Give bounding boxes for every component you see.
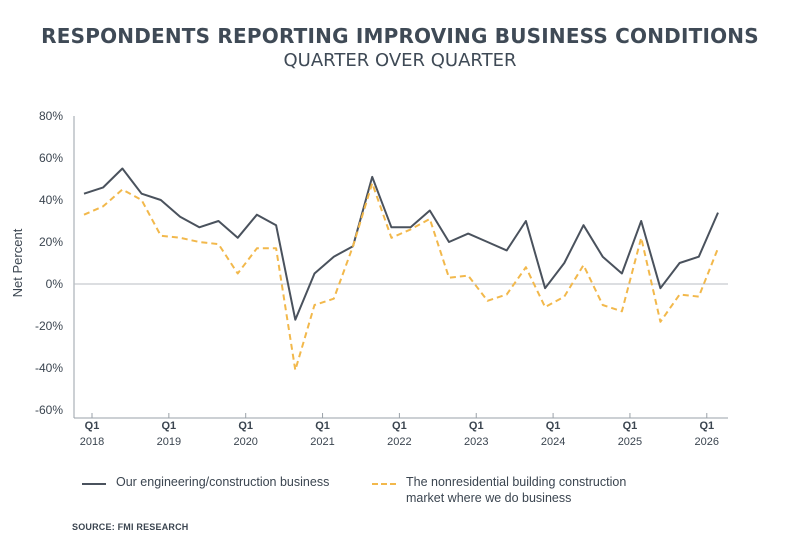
- x-tick-year: 2026: [695, 436, 719, 448]
- x-tick-quarter: Q1: [238, 420, 253, 432]
- chart-title: RESPONDENTS REPORTING IMPROVING BUSINESS…: [41, 24, 759, 48]
- legend-label-nonresidential: The nonresidential building construction…: [406, 475, 627, 505]
- legend-item-engineering: Our engineering/construction business: [82, 474, 366, 490]
- x-tick-year: 2019: [157, 436, 181, 448]
- legend-swatch-dashed: [372, 483, 396, 485]
- legend-label-engineering: Our engineering/construction business: [116, 475, 330, 489]
- x-tick-quarter: Q1: [546, 420, 561, 432]
- x-tick-year: 2018: [80, 436, 104, 448]
- x-tick-year: 2022: [387, 436, 411, 448]
- y-axis-label: Net Percent: [10, 228, 25, 297]
- x-tick-year: 2025: [618, 436, 642, 448]
- y-tick-label: 0%: [46, 277, 64, 291]
- x-tick-year: 2024: [541, 436, 565, 448]
- line-chart: 80% 60% 40% 20% 0% -20% -40% -60% Net Percent Q1 2…: [10, 109, 728, 448]
- y-tick-label: 40%: [39, 193, 63, 207]
- x-tick-year: 2021: [310, 436, 334, 448]
- x-tick-quarter: Q1: [85, 420, 100, 432]
- x-tick-quarter: Q1: [699, 420, 714, 432]
- source-note: SOURCE: FMI RESEARCH: [72, 522, 189, 532]
- legend-item-nonresidential: The nonresidential building construction…: [372, 474, 656, 506]
- chart-subtitle: QUARTER OVER QUARTER: [283, 50, 517, 71]
- x-tick-quarter: Q1: [162, 420, 177, 432]
- y-tick-label: -40%: [35, 361, 63, 375]
- x-tick-year: 2023: [464, 436, 488, 448]
- series-line-nonresidential: [83, 182, 719, 372]
- y-tick-label: -20%: [35, 319, 63, 333]
- y-tick-label: 60%: [39, 151, 63, 165]
- legend-swatch-solid: [82, 483, 106, 485]
- y-tick-label: 80%: [39, 109, 63, 123]
- x-tick-year: 2020: [233, 436, 257, 448]
- x-tick-quarter: Q1: [315, 420, 330, 432]
- legend: Our engineering/construction business Th…: [82, 474, 782, 514]
- y-tick-label: 20%: [39, 235, 63, 249]
- y-tick-label: -60%: [35, 403, 63, 417]
- x-tick-quarter: Q1: [469, 420, 484, 432]
- x-tick-quarter: Q1: [623, 420, 638, 432]
- x-tick-quarter: Q1: [392, 420, 407, 432]
- series-line-engineering: [83, 167, 719, 321]
